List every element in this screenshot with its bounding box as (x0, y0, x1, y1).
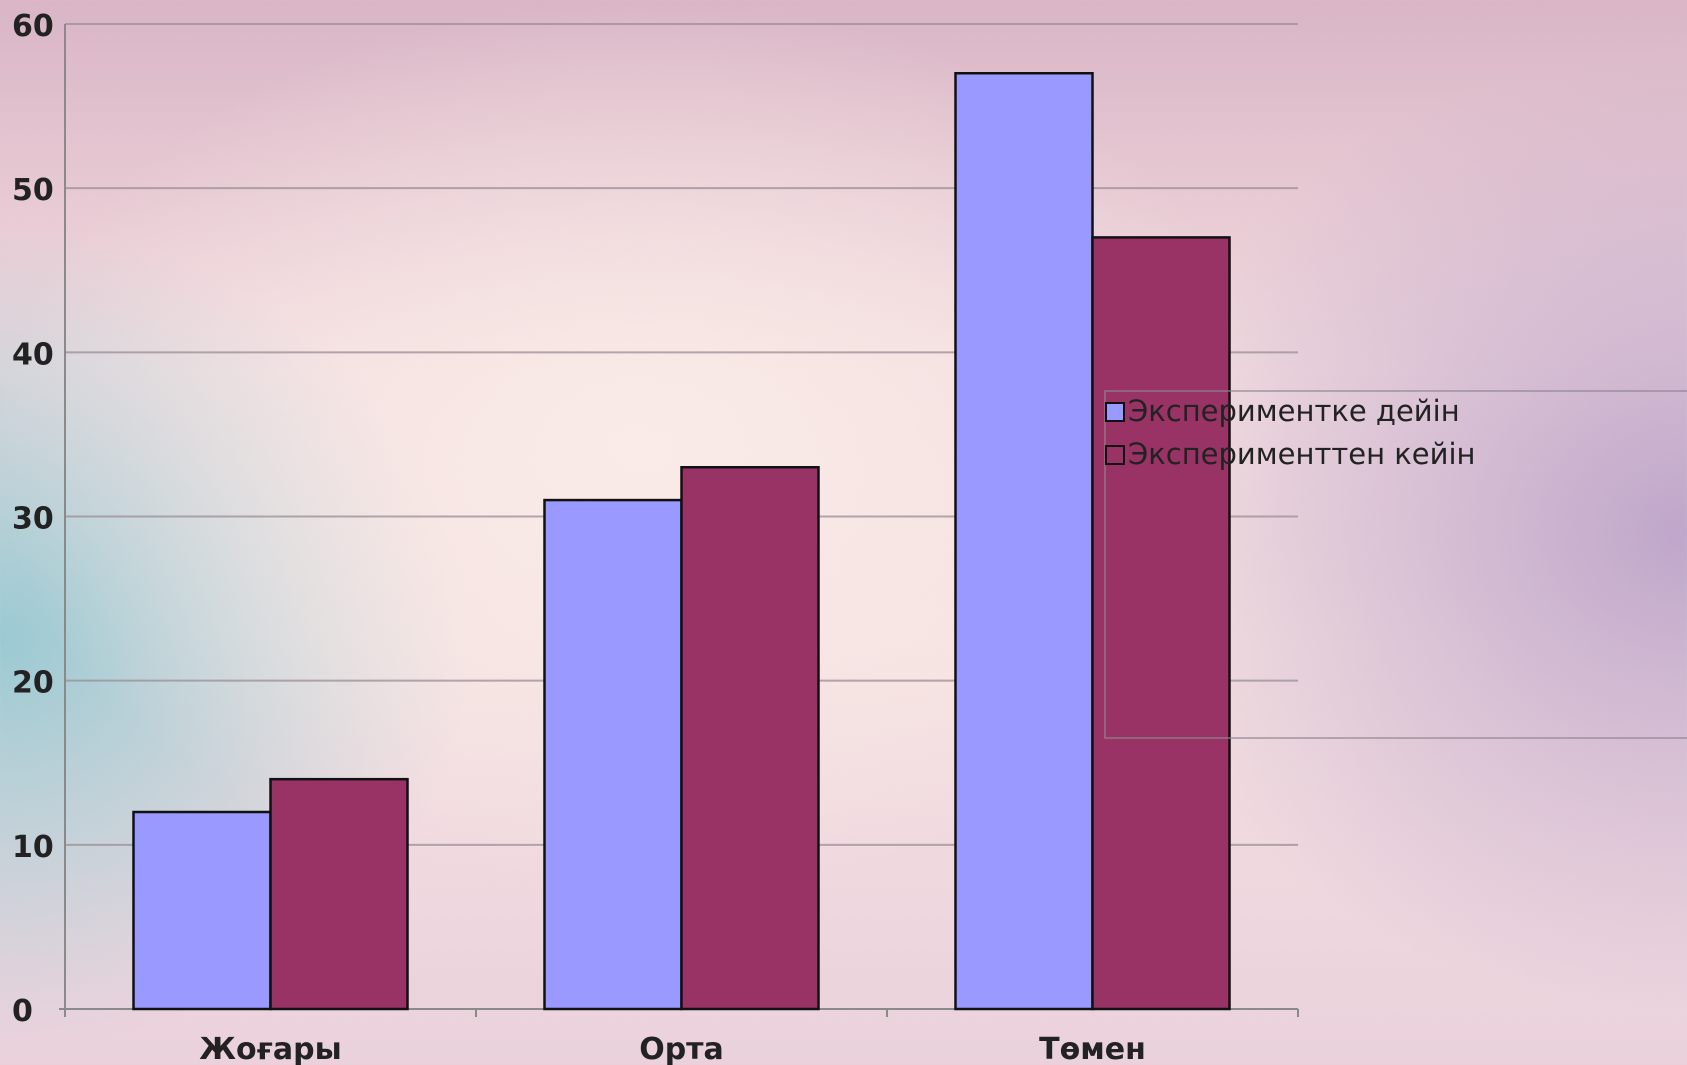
y-tick-label: 0 (12, 994, 33, 1029)
y-tick-label: 10 (12, 830, 54, 865)
legend-swatch (1105, 402, 1125, 422)
x-tick-label: Орта (639, 1032, 724, 1065)
bar-before (543, 498, 683, 1011)
bar-after (680, 466, 820, 1011)
bar-after (269, 777, 409, 1011)
y-tick-label: 40 (12, 337, 54, 372)
legend-label: Экспериментке дейін (1128, 394, 1460, 428)
legend-label: Эксперименттен кейін (1128, 437, 1475, 471)
bar-before (132, 810, 272, 1011)
bar-after (1091, 236, 1231, 1011)
legend-swatch (1105, 445, 1125, 465)
tick-labels: 0 10 20 30 40 50 60 Жоғары Орта Төмен (12, 9, 1146, 1065)
y-tick-label: 50 (12, 173, 54, 208)
x-tick-label: Төмен (1039, 1032, 1146, 1065)
x-tick-label: Жоғары (199, 1032, 341, 1065)
y-tick-label: 60 (12, 9, 54, 44)
bars (132, 72, 1231, 1011)
y-tick-label: 30 (12, 502, 54, 537)
legend-box (1104, 390, 1687, 739)
bar-before (954, 72, 1094, 1011)
y-tick-label: 20 (12, 666, 54, 701)
legend: Экспериментке дейін Эксперименттен кейін (1104, 390, 1687, 739)
